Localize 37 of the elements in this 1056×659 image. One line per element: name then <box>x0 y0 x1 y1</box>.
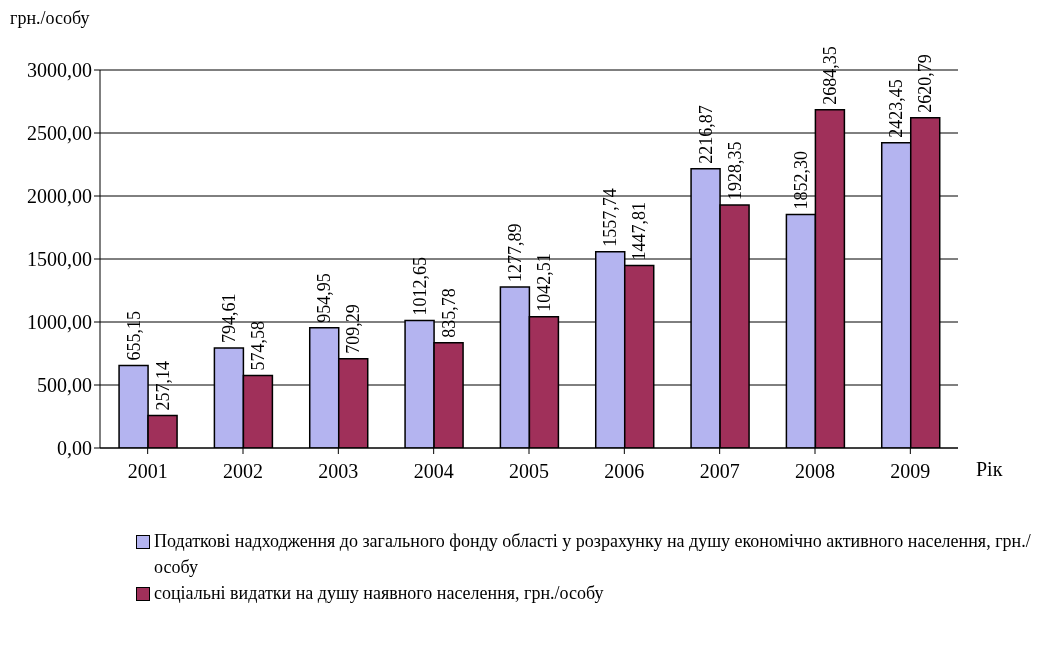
x-tick-label: 2008 <box>795 460 835 483</box>
x-tick-label: 2009 <box>890 460 931 483</box>
y-tick-label: 1000,00 <box>27 311 92 334</box>
y-tick-label: 2000,00 <box>27 185 92 208</box>
data-label: 655,15 <box>123 310 144 361</box>
x-axis-title: Рік <box>976 458 1003 481</box>
y-tick-label: 1500,00 <box>27 248 92 271</box>
x-tick-label: 2002 <box>223 460 263 483</box>
y-tick-label: 0,00 <box>57 437 92 460</box>
data-label: 835,78 <box>438 288 459 338</box>
x-tick-label: 2004 <box>413 460 454 483</box>
y-axis-title: грн./особу <box>10 8 90 29</box>
data-label: 1277,89 <box>504 223 525 282</box>
data-label: 1557,74 <box>600 188 621 247</box>
x-tick-label: 2003 <box>318 460 359 483</box>
x-tick-label: 2001 <box>127 460 168 483</box>
data-label: 1042,51 <box>533 253 554 312</box>
data-label: 1852,30 <box>790 151 811 210</box>
data-label: 2620,79 <box>915 54 936 113</box>
data-label: 2216,87 <box>695 105 716 164</box>
x-tick-label: 2006 <box>604 460 645 483</box>
y-tick-label: 2500,00 <box>27 122 92 145</box>
data-label: 954,95 <box>314 273 335 323</box>
y-tick-label: 3000,00 <box>27 59 92 82</box>
data-label: 1012,65 <box>409 256 430 316</box>
data-label: 257,14 <box>152 361 173 411</box>
data-label: 2423,45 <box>886 79 907 138</box>
y-tick-label: 500,00 <box>37 374 92 397</box>
data-label: 709,29 <box>343 304 364 354</box>
x-tick-label: 2007 <box>699 460 740 483</box>
x-tick-label: 2005 <box>509 460 549 483</box>
data-label: 794,61 <box>218 293 239 343</box>
data-label: 1928,35 <box>724 141 745 201</box>
data-label: 574,58 <box>247 321 268 371</box>
data-label: 1447,81 <box>629 202 650 261</box>
legend-label: соціальні видатки на душу наявного населення, грн./особу <box>154 582 604 605</box>
data-label: 2684,35 <box>819 46 840 105</box>
